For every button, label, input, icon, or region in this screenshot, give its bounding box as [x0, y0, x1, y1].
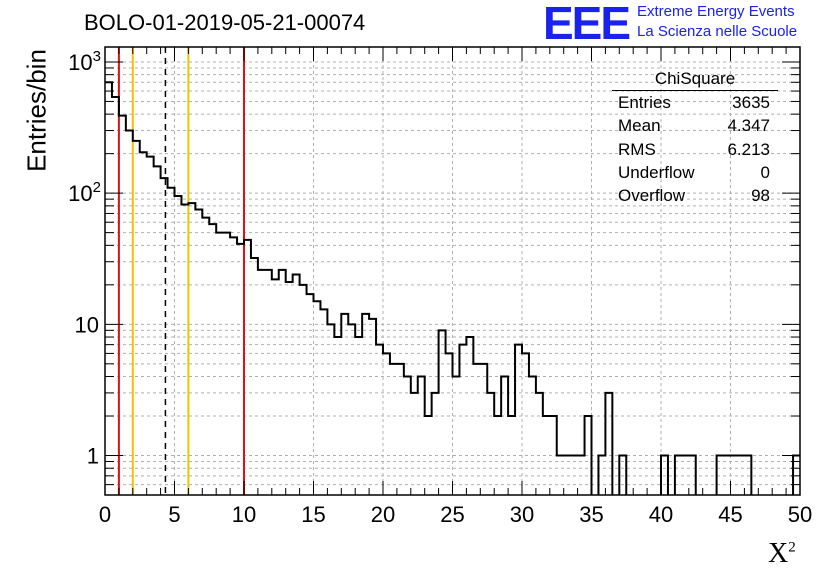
logo-line-2: La Scienza nelle Scuole [637, 23, 798, 40]
eee-logo-text: EEE [543, 0, 631, 49]
stats-row: Entries 3635 [612, 91, 778, 114]
x-tick-label: 20 [371, 502, 395, 527]
x-axis-label-text: X [768, 538, 789, 569]
y-tick-label: 10 [75, 312, 99, 337]
stats-value: 0 [760, 162, 770, 182]
stats-value: 3635 [732, 93, 770, 112]
y-tick-label: 102 [68, 179, 101, 206]
run-title: BOLO-01-2019-05-21-00074 [84, 10, 366, 35]
stats-label: Mean [618, 116, 661, 136]
stats-label: Entries [618, 93, 671, 112]
stats-rows: Entries 3635 Mean 4.347 RMS 6.213 Underflow 0 Ov… [612, 91, 778, 207]
stats-value: 98 [751, 186, 770, 206]
x-tick-label: 40 [649, 502, 673, 527]
histogram-series [105, 81, 800, 495]
y-tick-base: 10 [68, 181, 92, 206]
stats-box: ChiSquare Entries 3635 Mean 4.347 RMS 6.213 Un… [612, 68, 778, 207]
stats-value: 4.347 [727, 116, 770, 136]
stats-value: 6.213 [727, 139, 770, 159]
x-tick-label: 0 [99, 502, 111, 527]
x-tick-label: 35 [579, 502, 603, 527]
x-axis-label-sup: 2 [788, 539, 796, 556]
stats-label: RMS [618, 139, 656, 159]
logo-line-1: Extreme Energy Events [637, 3, 795, 20]
stats-title: ChiSquare [612, 68, 778, 91]
stats-row: RMS 6.213 [612, 138, 778, 161]
x-tick-label: 50 [788, 502, 812, 527]
stats-label: Underflow [618, 162, 695, 182]
y-tick-base: 10 [68, 50, 92, 75]
x-tick-label: 30 [510, 502, 534, 527]
y-tick-exponent: 2 [93, 179, 101, 196]
stats-row: Overflow 98 [612, 184, 778, 207]
x-axis-label: X2 [768, 538, 796, 570]
x-tick-label: 15 [301, 502, 325, 527]
stats-row: Mean 4.347 [612, 114, 778, 137]
stats-label: Overflow [618, 186, 686, 206]
stats-row: Underflow 0 [612, 161, 778, 184]
y-tick-label: 1 [87, 444, 99, 469]
y-tick-label: 103 [68, 48, 101, 75]
x-tick-label: 25 [440, 502, 464, 527]
x-tick-label: 10 [232, 502, 256, 527]
x-tick-label: 5 [168, 502, 180, 527]
x-tick-label: 45 [718, 502, 742, 527]
eee-logo: EEE [543, 0, 631, 49]
y-tick-exponent: 3 [93, 48, 101, 65]
